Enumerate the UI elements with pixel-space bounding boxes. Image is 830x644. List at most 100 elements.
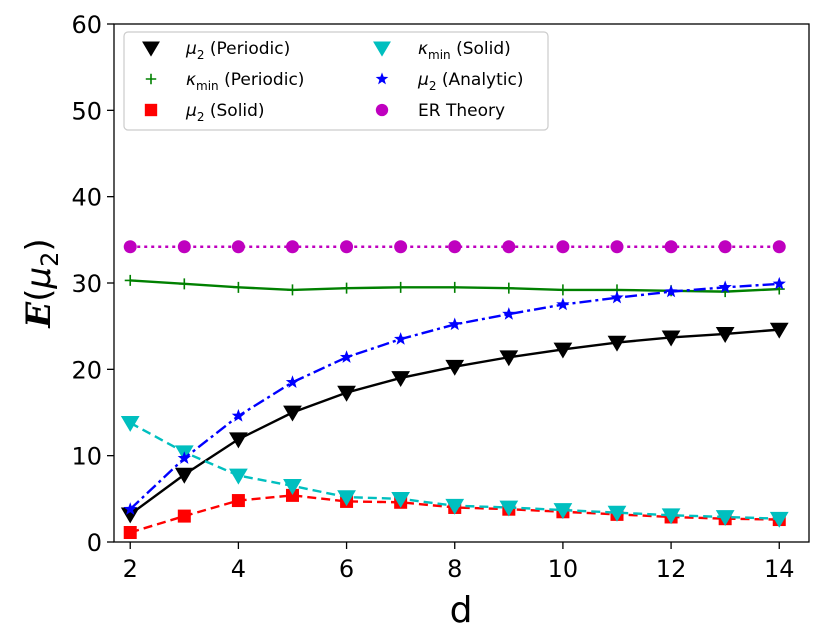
y-tick-label: 50	[71, 97, 102, 125]
legend-marker	[144, 103, 158, 117]
legend-label-var: κ	[418, 39, 428, 59]
data-point	[772, 240, 786, 254]
legend-label-rest: (Analytic)	[436, 70, 523, 90]
data-point	[610, 240, 624, 254]
legend-label-sub: 2	[429, 79, 437, 93]
legend-marker	[373, 41, 391, 57]
data-point	[178, 278, 190, 290]
y-tick-label: 20	[71, 356, 102, 384]
legend-label-sub: 2	[197, 48, 205, 62]
x-tick-label: 4	[231, 555, 246, 583]
legend-marker	[145, 73, 157, 85]
legend-item-4: μ2 (Analytic)	[375, 70, 523, 93]
data-point	[557, 284, 569, 296]
data-point	[610, 290, 624, 304]
y-tick-label: 30	[71, 270, 102, 298]
legend-label-rest: (Periodic)	[219, 70, 305, 90]
legend-label: ER Theory	[418, 101, 505, 121]
legend-label-var: κ	[186, 70, 196, 90]
data-point	[285, 488, 299, 502]
data-point	[395, 281, 407, 293]
data-point	[177, 451, 191, 464]
legend-label-var: μ	[185, 39, 197, 59]
data-point	[769, 511, 789, 528]
legend-box	[123, 31, 549, 131]
y-tick-label: 10	[71, 443, 102, 471]
data-point	[769, 322, 789, 339]
data-point	[283, 479, 302, 495]
data-point	[286, 284, 298, 296]
series-layer	[120, 240, 789, 540]
series-3	[120, 415, 789, 528]
data-point	[502, 307, 516, 320]
data-point	[283, 405, 302, 422]
data-point	[177, 509, 191, 523]
data-point	[231, 494, 245, 508]
x-tick-label: 12	[656, 555, 687, 583]
data-point	[174, 467, 194, 484]
legend-item-5: ER Theory	[375, 101, 505, 121]
x-tick-label: 2	[123, 555, 138, 583]
legend-label: μ2 (Solid)	[185, 101, 265, 124]
data-point	[285, 375, 300, 388]
y-tick-label: 40	[71, 184, 102, 212]
y-tick-label: 0	[87, 529, 102, 557]
legend-label: κmin (Solid)	[418, 39, 511, 62]
legend-label: κmin (Periodic)	[186, 70, 304, 93]
data-point	[341, 282, 353, 294]
data-point	[337, 385, 356, 402]
x-tick-label: 6	[339, 555, 354, 583]
data-point	[553, 503, 573, 520]
legend-label-var: μ	[185, 101, 197, 121]
x-tick-label: 14	[764, 555, 795, 583]
data-point	[553, 342, 573, 359]
data-point	[340, 240, 354, 254]
series-5	[123, 240, 786, 254]
data-point	[123, 240, 137, 254]
legend-marker	[142, 41, 160, 57]
data-point	[120, 415, 140, 432]
data-point	[339, 350, 354, 363]
legend-label-rest: (Periodic)	[204, 39, 290, 59]
data-point	[391, 491, 411, 508]
data-point	[503, 282, 515, 294]
x-axis-label: d	[450, 590, 473, 631]
y-axis-label-var: μ	[19, 267, 59, 290]
x-tick-label: 10	[548, 555, 579, 583]
data-point	[448, 240, 462, 254]
data-point	[394, 240, 408, 254]
legend-marker	[375, 103, 389, 117]
series-4	[123, 276, 786, 515]
legend-label: μ2 (Analytic)	[417, 70, 523, 93]
data-point	[718, 280, 732, 293]
data-point	[607, 505, 627, 522]
data-point	[718, 240, 732, 254]
legend-label-rest: (Solid)	[204, 101, 264, 121]
y-axis-label: E(μ2)	[19, 238, 64, 328]
data-point	[232, 281, 244, 293]
legend-label-sub: 2	[197, 110, 205, 124]
data-point	[715, 510, 735, 527]
data-point	[499, 350, 519, 367]
data-point	[337, 490, 356, 507]
axes-layer: 2 4 6 8 10 12 14 0 10 20 30 40 50 60	[71, 11, 794, 583]
data-point	[502, 240, 516, 254]
data-point	[124, 274, 136, 286]
data-point	[229, 468, 248, 485]
data-point	[449, 281, 461, 293]
y-axis-label-open: (	[19, 289, 59, 302]
data-point	[661, 508, 681, 525]
legend-label-rest: (Solid)	[451, 39, 511, 59]
data-point	[445, 359, 465, 376]
legend-item-2: μ2 (Solid)	[144, 101, 265, 124]
legend-item-0: μ2 (Periodic)	[142, 39, 290, 62]
data-point	[123, 502, 137, 515]
legend-label-rest: ER Theory	[418, 101, 505, 121]
legend-label-sub: min	[428, 48, 451, 62]
data-point	[229, 432, 248, 449]
data-point	[607, 335, 627, 352]
data-point	[661, 330, 681, 347]
data-point	[772, 276, 786, 290]
legend-item-1: κmin (Periodic)	[145, 70, 304, 93]
